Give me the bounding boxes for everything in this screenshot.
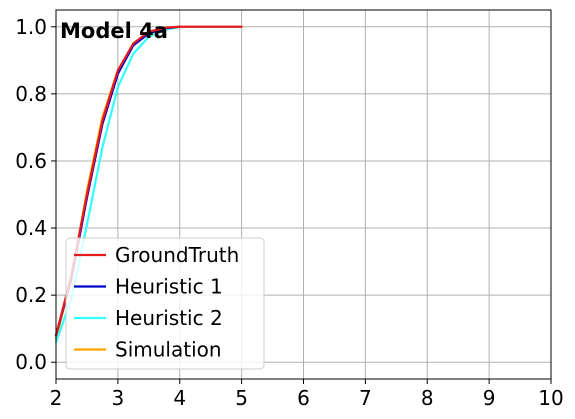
x-tick-label: 8	[421, 386, 434, 410]
x-tick-label: 2	[50, 386, 63, 410]
legend-label: GroundTruth	[115, 243, 239, 267]
y-tick-label: 0.8	[15, 82, 47, 106]
chart-title: Model 4a	[60, 19, 168, 43]
y-tick-label: 0.4	[15, 216, 47, 240]
y-tick-label: 0.2	[15, 283, 47, 307]
x-tick-label: 10	[538, 386, 563, 410]
x-tick-label: 6	[297, 386, 310, 410]
y-tick-label: 1.0	[15, 15, 47, 39]
y-tick-label: 0.6	[15, 149, 47, 173]
x-tick-label: 9	[483, 386, 496, 410]
legend-label: Heuristic 2	[115, 306, 223, 330]
axis-ticks: 2 3 4 5 6 7 8 9 10 0.0 0.2 0.4 0.6 0.8 1.0	[15, 15, 564, 410]
x-tick-label: 7	[359, 386, 372, 410]
legend-box	[65, 237, 265, 370]
series-line-groundtruth	[54, 25, 243, 337]
x-tick-label: 3	[112, 386, 125, 410]
legend: GroundTruth Heuristic 1 Heuristic 2 Simulat…	[65, 237, 265, 370]
legend-label: Heuristic 1	[115, 275, 223, 299]
legend-label: Simulation	[115, 338, 222, 362]
x-tick-label: 4	[173, 386, 186, 410]
x-tick-label: 5	[235, 386, 248, 410]
y-tick-label: 0.0	[15, 350, 47, 374]
